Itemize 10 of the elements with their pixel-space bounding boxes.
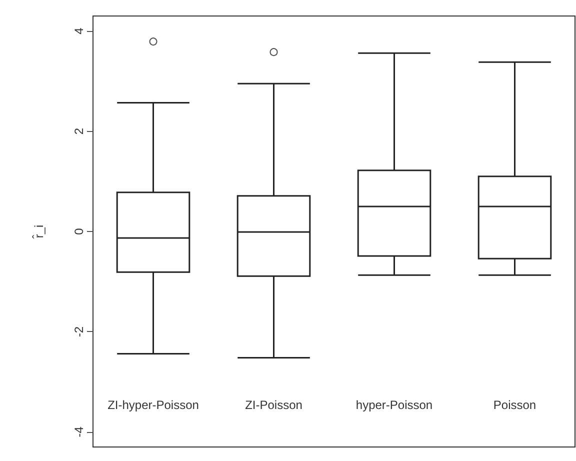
y-tick-label: 4: [72, 27, 86, 34]
y-axis-title: r̂_i: [32, 224, 46, 239]
x-tick-label: ZI-hyper-Poisson: [108, 398, 199, 412]
x-tick-label: Poisson: [493, 398, 536, 412]
y-tick-label: -2: [72, 326, 86, 338]
x-tick-label: hyper-Poisson: [356, 398, 433, 412]
y-tick-label: -4: [72, 426, 86, 438]
y-tick-label: 2: [72, 128, 86, 135]
x-tick-label: ZI-Poisson: [245, 398, 302, 412]
y-tick-label: 0: [72, 228, 86, 235]
